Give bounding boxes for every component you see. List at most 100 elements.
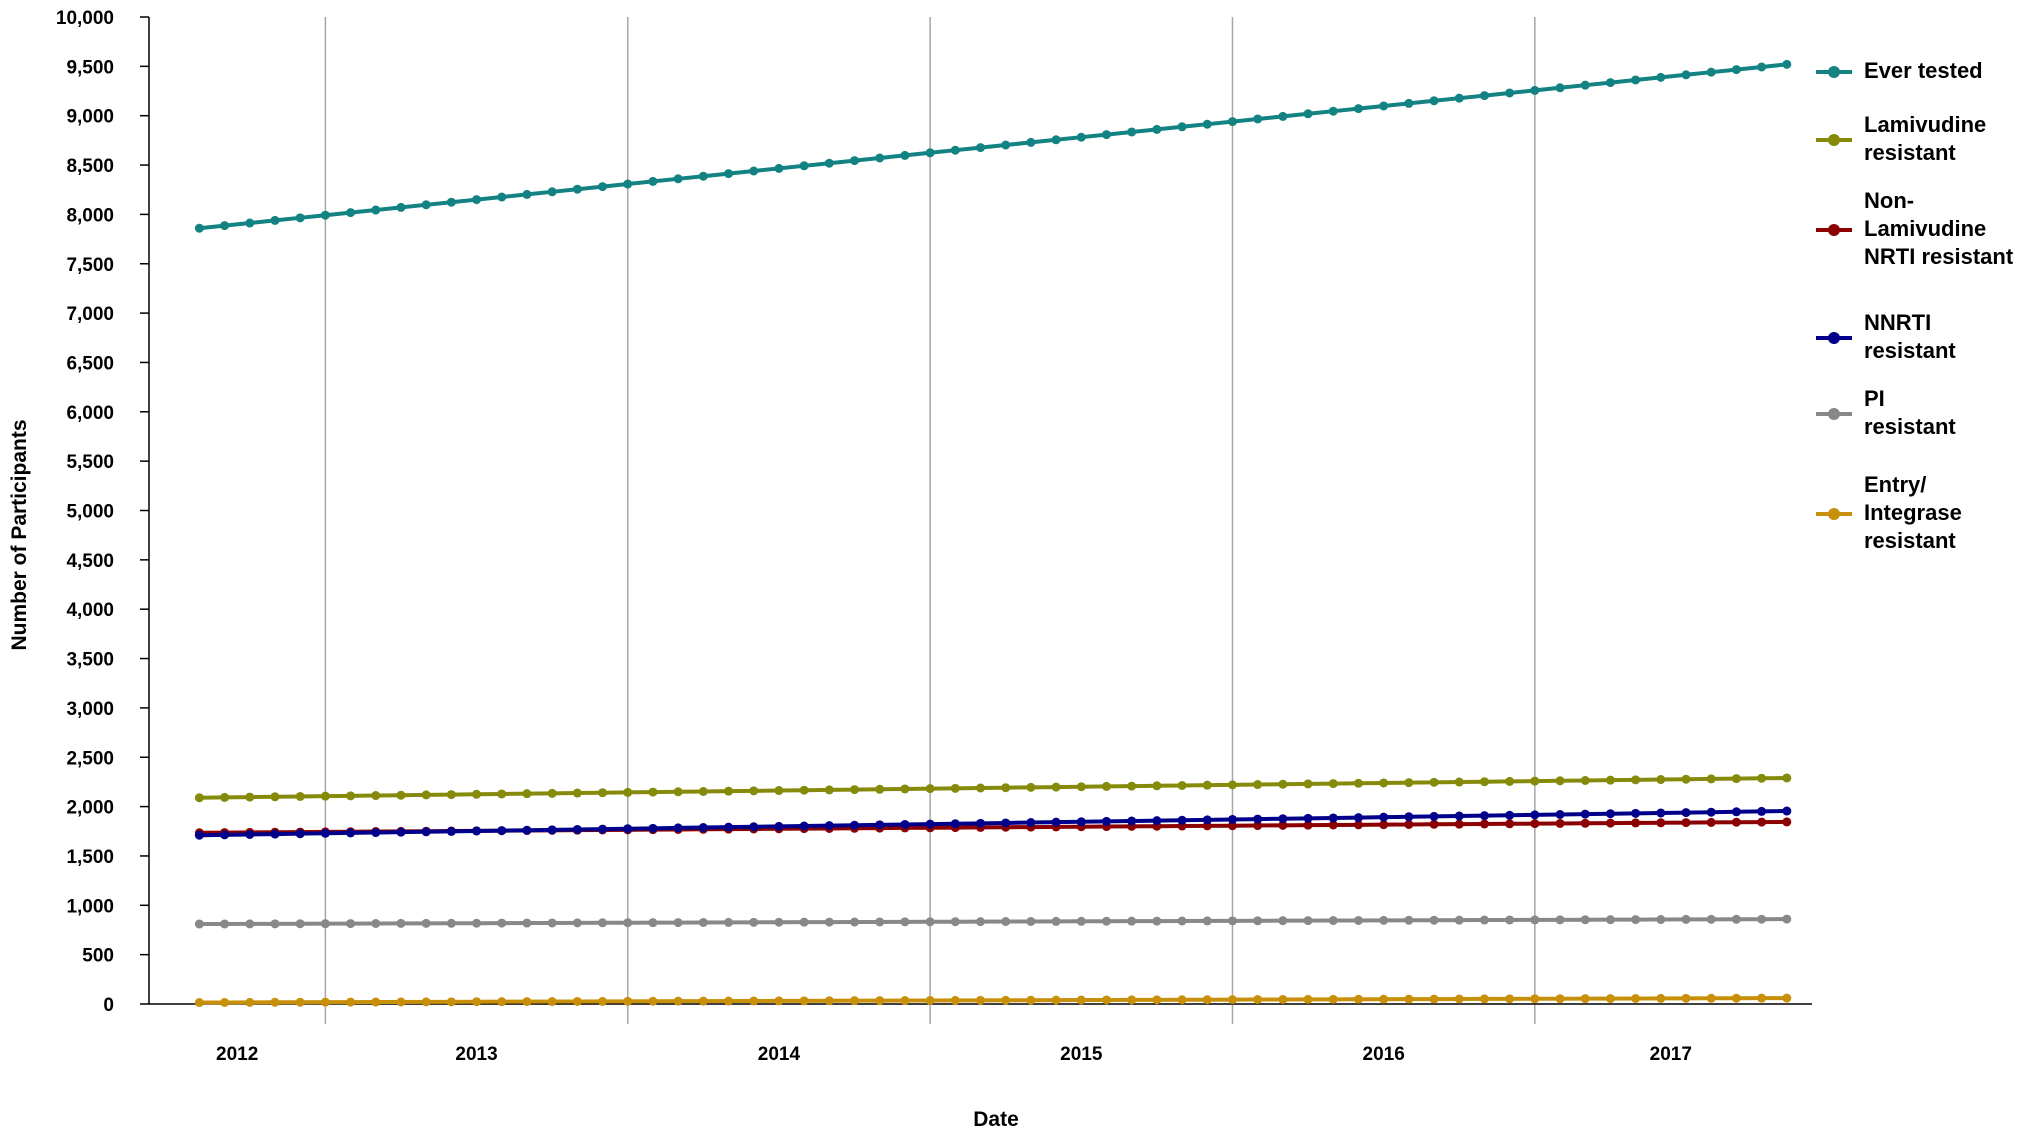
data-point: [1404, 819, 1414, 829]
y-tick-label: 7,500: [66, 255, 114, 276]
data-point: [396, 827, 406, 837]
data-point: [1076, 995, 1086, 1005]
data-point: [497, 192, 507, 202]
data-point: [749, 917, 759, 927]
data-point: [1555, 776, 1565, 786]
data-point: [1328, 820, 1338, 830]
data-point: [976, 143, 985, 153]
data-point: [976, 818, 985, 828]
data-point: [1429, 811, 1439, 821]
data-point: [1479, 91, 1489, 101]
legend-label: PI resistant: [1864, 386, 1956, 439]
data-point: [824, 917, 834, 927]
data-point: [1429, 777, 1439, 787]
data-point: [598, 918, 608, 928]
data-point: [1580, 818, 1590, 828]
data-point: [1379, 820, 1389, 830]
data-point: [950, 783, 960, 793]
data-point: [371, 828, 381, 838]
x-axis-title: Date: [973, 1108, 1019, 1131]
data-point: [1656, 808, 1666, 818]
data-point: [1253, 821, 1263, 831]
data-point: [900, 784, 910, 794]
data-point: [648, 996, 658, 1006]
data-point: [623, 918, 633, 928]
data-point: [749, 996, 759, 1006]
year-gridlines: [324, 17, 1536, 1024]
data-point: [1177, 122, 1187, 132]
data-point: [1479, 915, 1489, 925]
data-point: [1605, 818, 1615, 828]
data-point: [1505, 915, 1515, 925]
data-point: [1328, 813, 1338, 823]
y-tick-label: 3,500: [66, 650, 114, 671]
y-tick-label: 2,000: [66, 798, 114, 819]
y-tick-label: 10,000: [56, 8, 114, 29]
data-point: [346, 208, 356, 218]
x-axis-year-labels: 2012 2013 2014 2015 2016 2017: [216, 1044, 1692, 1065]
data-point: [547, 187, 557, 197]
data-point: [824, 821, 834, 831]
y-tick-label: 500: [82, 946, 114, 967]
data-point: [698, 996, 708, 1006]
data-point: [547, 997, 557, 1007]
data-point: [472, 826, 482, 836]
data-point: [1051, 135, 1061, 145]
data-point: [421, 827, 431, 837]
data-point: [1757, 993, 1767, 1003]
data-point: [572, 996, 582, 1006]
data-point: [623, 996, 633, 1006]
data-point: [673, 918, 683, 928]
data-point: [1177, 815, 1187, 825]
data-point: [295, 997, 305, 1007]
data-point: [724, 822, 734, 832]
data-point: [1127, 127, 1137, 137]
data-point: [1127, 995, 1137, 1005]
data-point: [1101, 916, 1111, 926]
data-point: [1353, 778, 1363, 788]
y-tick-label: 8,000: [66, 205, 114, 226]
data-point: [472, 195, 482, 205]
data-point: [1555, 994, 1565, 1004]
data-point: [1530, 819, 1540, 829]
data-point: [1454, 994, 1464, 1004]
data-point: [598, 182, 608, 192]
data-point: [1505, 810, 1515, 820]
data-point: [1227, 995, 1237, 1005]
data-point: [295, 829, 305, 839]
data-point: [1505, 88, 1515, 98]
data-point: [1328, 106, 1338, 116]
data-point: [472, 997, 482, 1007]
data-point: [1026, 137, 1036, 147]
data-point: [1127, 916, 1137, 926]
series-nnrti-resistant: [194, 806, 1792, 840]
data-point: [1505, 819, 1515, 829]
data-point: [497, 789, 507, 799]
data-point: [497, 826, 507, 836]
data-point: [1681, 774, 1691, 784]
data-point: [1253, 780, 1263, 790]
data-point: [572, 918, 582, 928]
data-point: [1631, 775, 1641, 785]
data-point: [698, 823, 708, 833]
y-tick-label: 4,000: [66, 600, 114, 621]
data-point: [245, 919, 255, 929]
data-point: [774, 163, 784, 173]
data-point: [1757, 806, 1767, 816]
data-point: [698, 917, 708, 927]
data-point: [824, 996, 834, 1006]
legend-label: Lamivudine resistant: [1864, 112, 1986, 165]
y-tick-label: 9,500: [66, 57, 114, 78]
series-lamivudine-resistant: [194, 773, 1792, 803]
data-point: [925, 995, 935, 1005]
data-point: [245, 792, 255, 802]
data-point: [194, 793, 204, 803]
data-point: [1303, 994, 1313, 1004]
data-point: [1706, 817, 1716, 827]
data-point: [1051, 995, 1061, 1005]
data-point: [875, 820, 885, 830]
data-point: [1353, 820, 1363, 830]
data-point: [1681, 993, 1691, 1003]
data-point: [1353, 915, 1363, 925]
series-line: [199, 62, 1788, 231]
